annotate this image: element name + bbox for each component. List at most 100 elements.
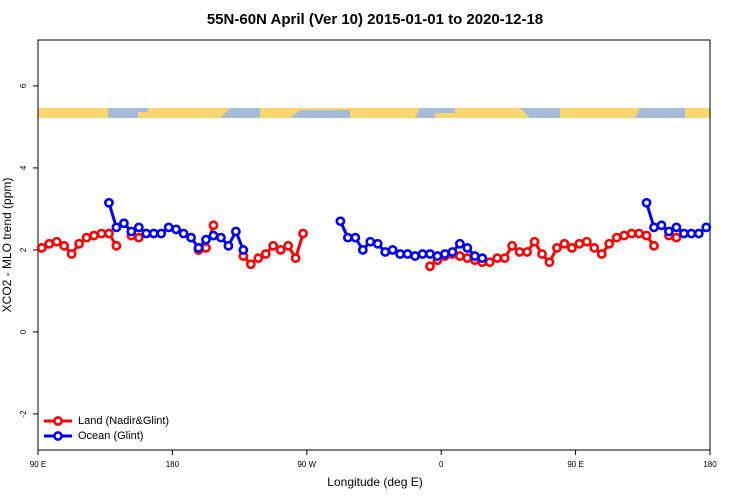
data-point xyxy=(59,240,70,251)
data-point xyxy=(118,218,129,229)
data-point xyxy=(440,249,450,259)
x-tick-label: 180 xyxy=(703,460,717,469)
data-point xyxy=(634,228,644,239)
data-point xyxy=(104,228,114,239)
data-point xyxy=(365,236,376,247)
data-point xyxy=(178,228,189,239)
data-point xyxy=(701,222,712,233)
data-point xyxy=(253,253,264,264)
data-point xyxy=(559,238,570,249)
data-point xyxy=(36,242,47,253)
x-tick-label: 0 xyxy=(439,460,444,469)
data-point xyxy=(641,230,652,241)
data-point xyxy=(238,245,249,255)
x-tick-label: 180 xyxy=(166,460,180,469)
data-point xyxy=(208,220,219,231)
data-point xyxy=(335,216,346,227)
x-tick-label: 90 W xyxy=(297,460,316,469)
data-point xyxy=(619,230,630,241)
y-tick-label: 0 xyxy=(19,329,28,334)
data-point xyxy=(89,230,99,241)
data-point xyxy=(484,257,495,268)
data-point xyxy=(678,228,689,239)
data-point xyxy=(649,240,659,251)
data-point xyxy=(163,222,174,233)
data-point xyxy=(171,224,182,235)
data-point xyxy=(454,251,465,261)
data-point xyxy=(81,232,92,243)
x-tick-label: 90 E xyxy=(567,460,583,469)
data-point xyxy=(425,261,435,272)
y-tick-label: 2 xyxy=(19,247,28,252)
data-point xyxy=(290,253,301,264)
x-tick-label: 90 E xyxy=(30,460,46,469)
data-point xyxy=(664,226,674,237)
data-point xyxy=(492,253,503,264)
data-point xyxy=(66,249,77,259)
map-strip xyxy=(38,108,710,118)
data-point xyxy=(201,234,211,245)
data-point xyxy=(507,240,518,251)
data-point xyxy=(111,240,122,251)
data-point xyxy=(477,253,488,264)
data-point xyxy=(44,238,55,249)
legend-label: Land (Nadir&Glint) xyxy=(78,415,169,427)
data-point xyxy=(544,257,555,268)
data-point xyxy=(387,245,398,255)
data-point xyxy=(223,240,234,251)
data-point xyxy=(574,238,585,249)
data-point xyxy=(499,253,510,264)
data-point xyxy=(156,228,167,239)
data-point xyxy=(596,249,607,259)
y-tick-label: -2 xyxy=(19,410,28,418)
data-point xyxy=(454,238,465,249)
data-point xyxy=(342,232,353,243)
data-point xyxy=(529,236,540,247)
data-point xyxy=(126,226,137,237)
y-tick-label: 4 xyxy=(19,165,28,170)
data-point xyxy=(514,247,525,257)
data-point xyxy=(380,247,391,257)
data-point xyxy=(133,222,144,233)
data-point xyxy=(245,259,256,270)
data-point xyxy=(425,249,435,259)
data-point xyxy=(656,220,667,231)
data-point xyxy=(216,232,226,243)
data-point xyxy=(589,242,600,253)
data-point xyxy=(357,245,368,255)
data-point xyxy=(133,232,144,243)
data-point xyxy=(462,253,473,264)
data-point xyxy=(641,197,652,208)
data-point xyxy=(260,249,271,259)
data-point xyxy=(395,249,406,259)
data-point xyxy=(447,247,458,257)
y-axis-label: XCO2 - MLO trend (ppm) xyxy=(0,178,14,313)
data-point xyxy=(283,240,294,251)
legend-marker xyxy=(53,416,63,426)
data-point xyxy=(350,232,361,243)
data-point xyxy=(626,228,637,239)
data-point xyxy=(686,228,697,239)
data-point xyxy=(268,240,279,251)
data-point xyxy=(51,236,62,247)
data-point xyxy=(230,226,241,237)
data-point xyxy=(96,228,107,239)
legend-label: Ocean (Glint) xyxy=(78,430,143,442)
data-point xyxy=(552,242,562,253)
chart-title: 55N-60N April (Ver 10) 2015-01-01 to 202… xyxy=(207,11,543,28)
x-axis-label: Longitude (deg E) xyxy=(327,475,422,489)
data-point xyxy=(372,238,383,249)
data-point xyxy=(581,236,592,247)
data-point xyxy=(201,242,211,253)
data-point xyxy=(74,238,84,249)
data-point xyxy=(566,242,577,253)
data-point xyxy=(671,232,682,243)
data-point xyxy=(402,249,413,259)
legend-marker xyxy=(53,431,63,441)
data-point xyxy=(522,247,532,257)
data-point xyxy=(275,245,286,255)
data-point xyxy=(469,251,480,261)
data-point xyxy=(537,249,547,259)
data-point xyxy=(693,228,704,239)
